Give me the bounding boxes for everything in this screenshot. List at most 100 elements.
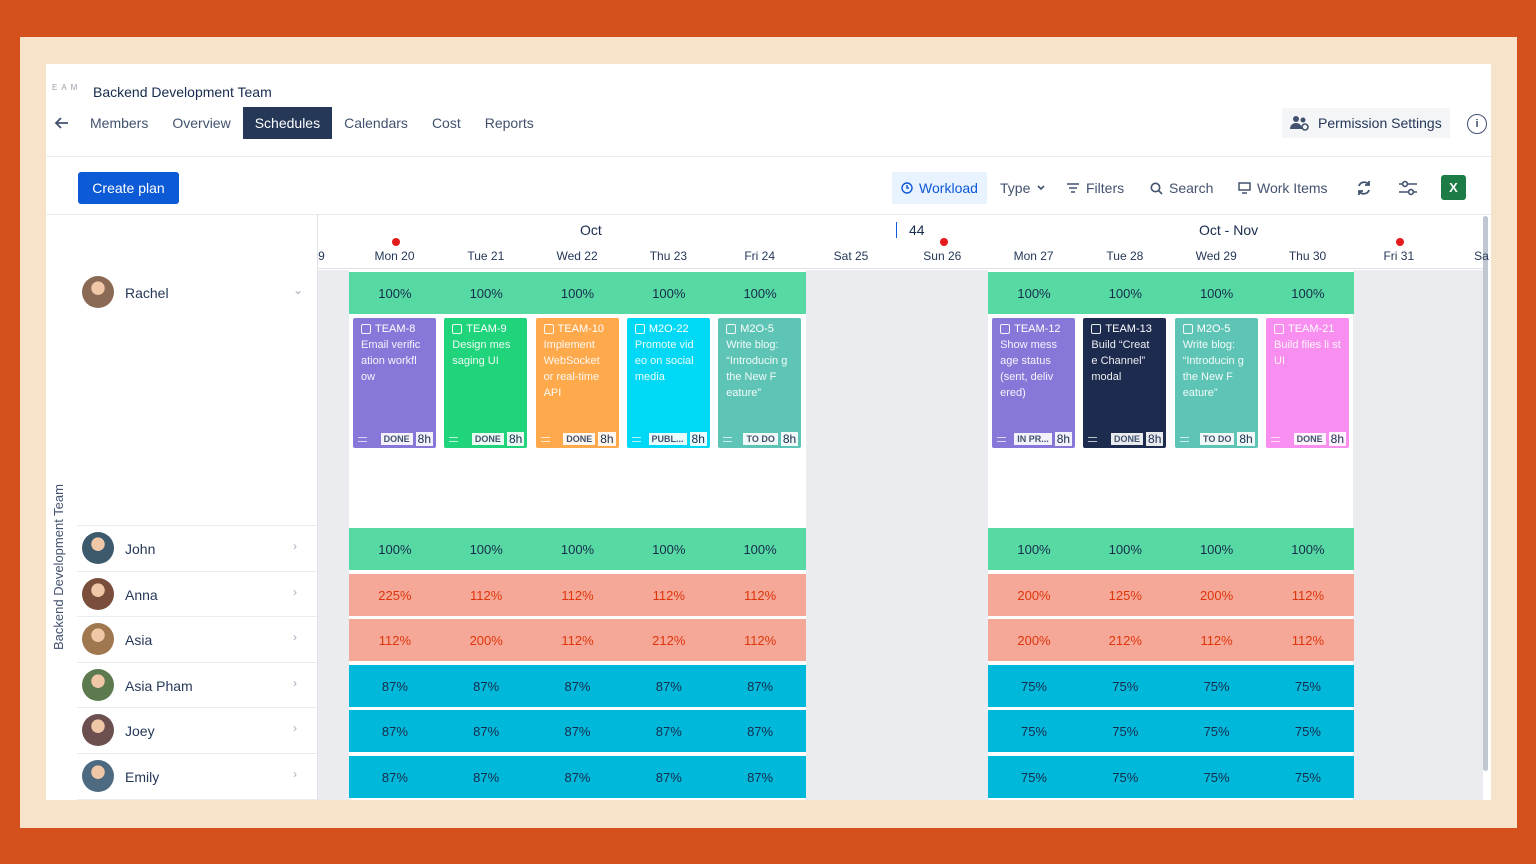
workload-cell[interactable]: 100% — [622, 272, 715, 314]
task-card[interactable]: TEAM-21 Build files li st UI DONE 8h — [1266, 318, 1349, 448]
workload-cell[interactable]: 75% — [988, 665, 1080, 707]
permission-settings-button[interactable]: Permission Settings — [1282, 108, 1450, 138]
workload-cell[interactable]: 200% — [988, 574, 1080, 616]
workload-cell[interactable]: 87% — [440, 756, 533, 798]
workload-cell[interactable]: 75% — [1262, 756, 1354, 798]
info-icon[interactable]: i — [1467, 114, 1487, 134]
workload-cell[interactable]: 75% — [988, 710, 1080, 752]
workload-cell[interactable]: 87% — [531, 710, 624, 752]
member-row[interactable] — [77, 572, 317, 617]
workload-cell[interactable]: 112% — [531, 574, 624, 616]
workload-cell[interactable]: 87% — [622, 710, 715, 752]
search-button[interactable]: Search — [1150, 172, 1213, 204]
task-card[interactable]: TEAM-10 Implement WebSocket or real-time … — [535, 318, 619, 448]
member-row[interactable] — [77, 663, 317, 708]
workload-cell[interactable]: 100% — [1262, 528, 1354, 570]
chevron-right-icon[interactable]: › — [293, 630, 297, 644]
work-items-button[interactable]: Work Items — [1238, 172, 1328, 204]
create-plan-button[interactable]: Create plan — [78, 172, 179, 204]
workload-cell[interactable]: 75% — [1170, 710, 1263, 752]
task-card[interactable]: M2O-22 Promote vid eo on social media PUBL… — [626, 318, 710, 448]
member-row[interactable] — [77, 270, 317, 526]
workload-cell[interactable]: 100% — [531, 528, 624, 570]
chevron-down-icon[interactable]: ⌄ — [293, 283, 304, 297]
tab-calendars[interactable]: Calendars — [344, 115, 408, 131]
member-row[interactable] — [77, 617, 317, 663]
workload-cell[interactable]: 100% — [622, 528, 715, 570]
settings-sliders-button[interactable] — [1394, 174, 1422, 202]
workload-cell[interactable]: 100% — [349, 528, 441, 570]
workload-cell[interactable]: 100% — [714, 528, 806, 570]
workload-cell[interactable]: 75% — [1262, 710, 1354, 752]
workload-cell[interactable]: 75% — [1262, 665, 1354, 707]
vertical-scrollbar[interactable] — [1483, 216, 1488, 771]
workload-cell[interactable]: 112% — [531, 619, 624, 661]
workload-cell[interactable]: 87% — [349, 710, 441, 752]
workload-cell[interactable]: 100% — [988, 528, 1080, 570]
task-card[interactable]: M2O-5 Write blog: “Introducin g the New F… — [1174, 318, 1258, 448]
workload-cell[interactable]: 212% — [622, 619, 715, 661]
chevron-right-icon[interactable]: › — [293, 767, 297, 781]
workload-cell[interactable]: 87% — [349, 756, 441, 798]
workload-cell[interactable]: 112% — [714, 619, 806, 661]
workload-cell[interactable]: 100% — [1262, 272, 1354, 314]
workload-cell[interactable]: 100% — [531, 272, 624, 314]
member-row[interactable] — [77, 526, 317, 572]
workload-cell[interactable]: 212% — [1079, 619, 1172, 661]
workload-cell[interactable]: 75% — [1079, 710, 1172, 752]
member-row[interactable] — [77, 754, 317, 800]
workload-cell[interactable]: 87% — [440, 710, 533, 752]
workload-cell[interactable]: 75% — [988, 756, 1080, 798]
tab-reports[interactable]: Reports — [484, 115, 534, 131]
workload-cell[interactable]: 100% — [349, 272, 441, 314]
workload-cell[interactable]: 100% — [1079, 272, 1172, 314]
workload-cell[interactable]: 200% — [440, 619, 533, 661]
task-card[interactable]: TEAM-8 Email verific ation workfl ow DONE 8… — [353, 318, 436, 448]
workload-cell[interactable]: 87% — [714, 756, 806, 798]
workload-button[interactable]: Workload — [892, 172, 987, 204]
task-card[interactable]: TEAM-9 Design mes saging UI DONE 8h — [444, 318, 528, 448]
workload-cell[interactable]: 87% — [714, 710, 806, 752]
workload-cell[interactable]: 200% — [988, 619, 1080, 661]
workload-cell[interactable]: 112% — [1262, 574, 1354, 616]
chevron-right-icon[interactable]: › — [293, 539, 297, 553]
tab-overview[interactable]: Overview — [172, 115, 231, 131]
workload-cell[interactable]: 225% — [349, 574, 441, 616]
workload-cell[interactable]: 200% — [1170, 574, 1263, 616]
filters-button[interactable]: Filters — [1066, 172, 1124, 204]
workload-cell[interactable]: 100% — [440, 528, 533, 570]
task-card[interactable]: M2O-5 Write blog: “Introducin g the New F… — [718, 318, 802, 448]
workload-cell[interactable]: 87% — [714, 665, 806, 707]
workload-cell[interactable]: 75% — [1170, 756, 1263, 798]
back-button[interactable] — [46, 107, 78, 139]
tab-schedules[interactable]: Schedules — [242, 107, 333, 139]
workload-cell[interactable]: 100% — [1170, 272, 1263, 314]
workload-cell[interactable]: 87% — [531, 665, 624, 707]
type-dropdown[interactable]: Type — [1000, 172, 1046, 204]
workload-cell[interactable]: 100% — [1079, 528, 1172, 570]
task-card[interactable]: TEAM-13 Build “Creat e Channel” modal DONE… — [1083, 318, 1167, 448]
workload-cell[interactable]: 100% — [714, 272, 806, 314]
chevron-right-icon[interactable]: › — [293, 585, 297, 599]
chevron-right-icon[interactable]: › — [293, 721, 297, 735]
workload-cell[interactable]: 75% — [1079, 756, 1172, 798]
workload-cell[interactable]: 112% — [1170, 619, 1263, 661]
task-card[interactable]: TEAM-12 Show mess age status (sent, deliv… — [992, 318, 1076, 448]
workload-cell[interactable]: 112% — [622, 574, 715, 616]
workload-cell[interactable]: 87% — [440, 665, 533, 707]
workload-cell[interactable]: 87% — [531, 756, 624, 798]
tab-cost[interactable]: Cost — [431, 115, 461, 131]
workload-cell[interactable]: 100% — [1170, 528, 1263, 570]
workload-cell[interactable]: 112% — [440, 574, 533, 616]
refresh-button[interactable] — [1350, 174, 1378, 202]
workload-cell[interactable]: 112% — [349, 619, 441, 661]
workload-cell[interactable]: 87% — [622, 665, 715, 707]
member-row[interactable] — [77, 708, 317, 754]
chevron-right-icon[interactable]: › — [293, 676, 297, 690]
excel-export-button[interactable]: X — [1441, 175, 1466, 200]
workload-cell[interactable]: 75% — [1170, 665, 1263, 707]
workload-cell[interactable]: 75% — [1079, 665, 1172, 707]
workload-cell[interactable]: 100% — [988, 272, 1080, 314]
tab-members[interactable]: Members — [90, 115, 149, 131]
workload-cell[interactable]: 100% — [440, 272, 533, 314]
